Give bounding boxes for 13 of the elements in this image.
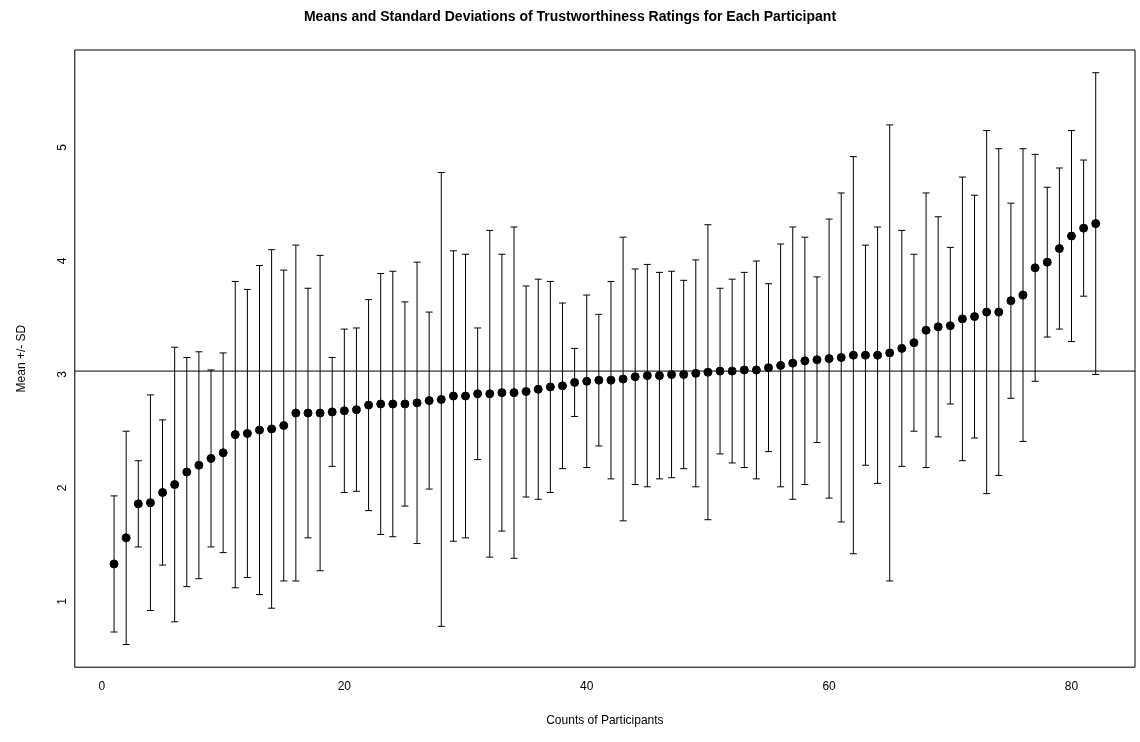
x-axis-title: Counts of Participants [546,713,664,728]
y-axis-title: Mean +/- SD [13,324,28,393]
chart-title: Means and Standard Deviations of Trustworthiness Ratings for Each Participant [302,8,838,24]
x-tick-label: 0 [98,678,106,693]
x-tick-label: 40 [580,678,594,693]
y-tick-label: 4 [55,257,70,265]
x-tick-label: 60 [822,678,837,693]
y-tick-label: 3 [55,370,70,378]
y-tick-label: 2 [55,484,70,492]
x-tick-label: 80 [1064,678,1079,693]
x-tick-label: 20 [337,678,352,693]
y-tick-label: 5 [55,143,70,151]
y-tick-label: 1 [55,597,70,605]
